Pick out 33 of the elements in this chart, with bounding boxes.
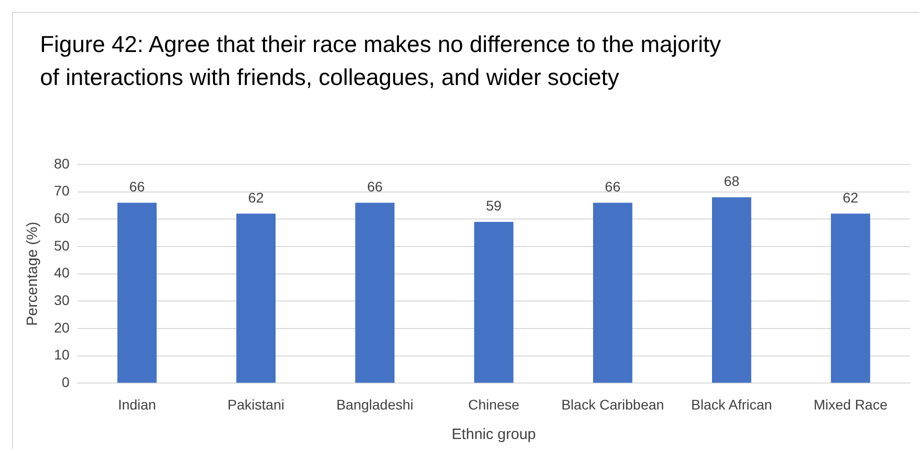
y-tick-label: 30: [54, 292, 70, 308]
chart-title: Figure 42: Agree that their race makes no difference to the majority of interactions with friends, colleagues, and wider society: [40, 30, 722, 92]
data-label: 62: [248, 189, 264, 206]
bar: [830, 214, 870, 383]
data-label: 68: [724, 173, 740, 190]
x-axis-title: Ethnic group: [452, 426, 536, 444]
data-label: 62: [842, 189, 859, 206]
y-axis-title: Percentage (%): [24, 222, 42, 326]
x-tick-label: Bangladeshi: [336, 396, 414, 412]
y-tick-label: 20: [54, 319, 70, 336]
x-tick-label: Indian: [118, 396, 156, 412]
bar: [712, 197, 752, 383]
bar: [355, 202, 394, 383]
bar: [593, 202, 632, 383]
x-tick-label: Mixed Race: [814, 396, 888, 412]
data-label: 66: [129, 178, 146, 195]
data-label: 66: [367, 178, 383, 195]
bar: [117, 202, 157, 383]
x-tick-label: Black African: [691, 396, 772, 412]
y-tick-label: 70: [54, 182, 70, 199]
bar: [474, 222, 514, 383]
y-tick-label: 0: [62, 374, 70, 390]
x-tick-label: Pakistani: [228, 396, 284, 412]
data-label: 59: [486, 198, 502, 214]
x-tick-label: Black Caribbean: [561, 396, 664, 412]
data-label: 66: [604, 178, 621, 195]
x-tick-label: Chinese: [468, 396, 520, 412]
y-tick-label: 50: [54, 237, 70, 254]
bar: [236, 214, 276, 383]
y-tick-label: 10: [54, 346, 70, 363]
y-tick-label: 40: [54, 264, 70, 281]
y-tick-label: 60: [54, 210, 70, 226]
y-tick-label: 80: [54, 155, 70, 172]
